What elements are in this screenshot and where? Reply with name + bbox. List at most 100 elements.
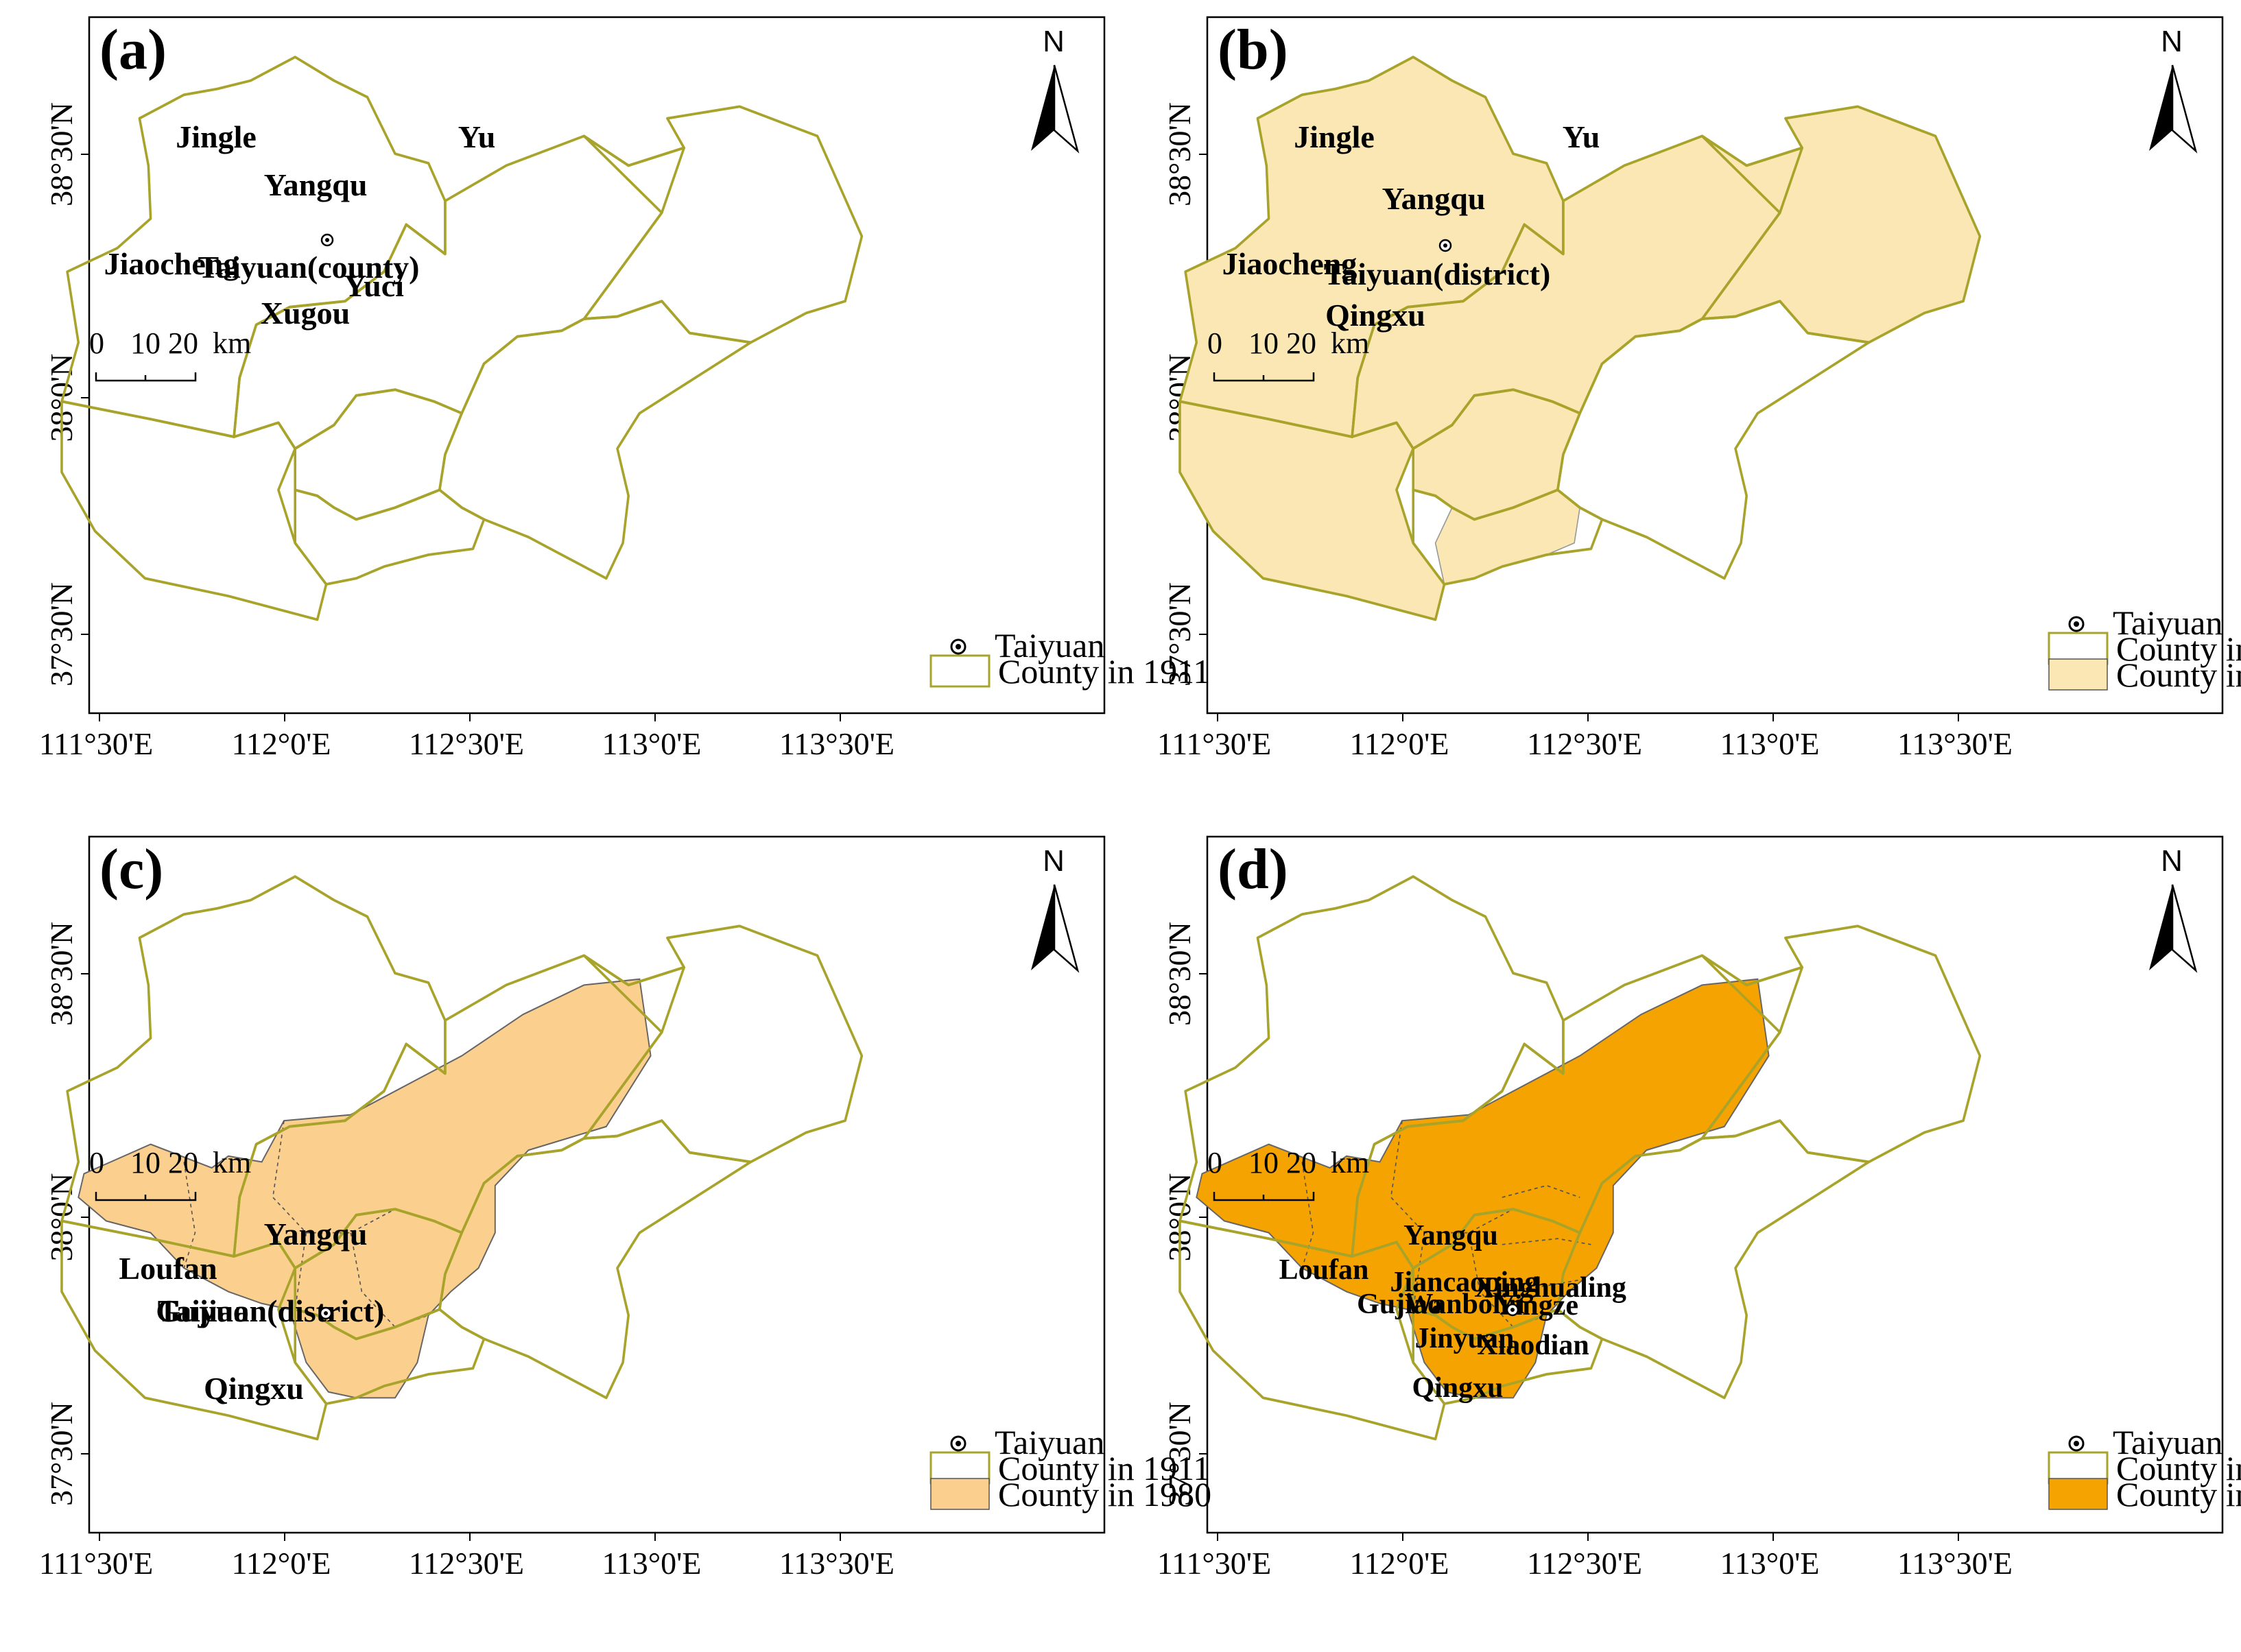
map-svg: 111°30'E 112°0'E 112°30'E 113°0'E 113°30'E 38… (39, 16, 1210, 761)
county-1911-taiyuan-boundary (294, 388, 463, 521)
scale-bar: 0 10 20 km (1207, 1146, 1369, 1201)
scale-tick-label: 10 (1248, 326, 1279, 360)
map-svg: 111°30'E 112°0'E 112°30'E 113°0'E 113°30'E 38… (1157, 16, 2241, 761)
y-tick-label: 38°30'N (1162, 102, 1197, 206)
scale-tick-label: 0 (89, 326, 104, 360)
place-label-yuci: Yuci (344, 268, 404, 303)
scale-tick-label: 0 (89, 1146, 104, 1180)
place-label-qingxu: Qingxu (1412, 1372, 1503, 1404)
x-tick-label: 113°30'E (779, 1546, 894, 1581)
y-tick-label: 38°30'N (1162, 922, 1197, 1026)
legend-label-1911: County in 1911 (2116, 630, 2241, 668)
map-panel-c: 111°30'E 112°0'E 112°30'E 113°0'E 113°30'E 38… (39, 833, 1211, 1581)
place-label-taiyuandistrict: Taiyuan(district) (158, 1293, 385, 1328)
panel-letter: (b) (1218, 18, 1288, 82)
place-label-qingxu: Qingxu (204, 1371, 304, 1406)
county-1980-extent (78, 978, 652, 1399)
legend-label-1911: County in 1911 (2116, 1449, 2241, 1487)
legend-label-1911: County in 1911 (998, 1449, 1210, 1487)
scale-tick-label: 0 (1207, 1146, 1222, 1180)
county-1911-xugou-boundary (294, 488, 486, 586)
place-label-gujiao: Gujiao (1357, 1289, 1442, 1320)
legend-swatch-current (930, 1478, 990, 1510)
north-label: N (2161, 25, 2183, 58)
place-label-yangqu: Yangqu (264, 1217, 368, 1252)
x-tick-label: 112°0'E (231, 726, 331, 761)
scale-tick-label: 20 (1286, 326, 1316, 360)
panel-letter: (c) (99, 837, 163, 901)
district-boundary (1502, 1184, 1580, 1198)
map-panel-a: 111°30'E 112°0'E 112°30'E 113°0'E 113°30'E 38… (39, 14, 1210, 761)
place-label-jingle: Jingle (176, 119, 257, 154)
place-label-jiaocheng: Jiaocheng (1222, 246, 1357, 281)
place-label-yu: Yu (1563, 119, 1600, 154)
place-label-loufan: Loufan (1279, 1254, 1369, 1286)
place-label-wanbolin: Wanbolin (1404, 1289, 1524, 1320)
x-tick-label: 111°30'E (39, 1546, 153, 1581)
x-tick-label: 112°30'E (409, 1546, 524, 1581)
scale-tick-label: 20 (1286, 1146, 1316, 1180)
legend-label-current: County in 1952 (2116, 656, 2241, 694)
place-label-jiancaoping: Jiancaoping (1390, 1267, 1539, 1298)
scale-tick-label: 10 (1248, 1146, 1279, 1180)
x-tick-label: 112°0'E (1349, 726, 1449, 761)
legend-label-taiyuan: Taiyuan (2113, 1423, 2222, 1461)
x-tick-label: 111°30'E (39, 726, 153, 761)
scale-tick-label: 0 (1207, 326, 1222, 360)
legend-swatch-current (2048, 1478, 2108, 1510)
scale-bar: 0 10 20 km (89, 1146, 251, 1201)
panel-letter: (a) (99, 18, 167, 82)
place-label-taiyuancounty: Taiyuan(county) (198, 250, 420, 285)
north-arrow-icon: N (1031, 844, 1080, 973)
map-svg: 111°30'E 112°0'E 112°30'E 113°0'E 113°30'E 38… (1157, 835, 2241, 1581)
map-panel-b: 111°30'E 112°0'E 112°30'E 113°0'E 113°30'E 38… (1157, 14, 2241, 761)
legend-label-taiyuan: Taiyuan (995, 626, 1104, 665)
panel-letter: (d) (1218, 837, 1288, 901)
place-label-yangqu: Yangqu (1382, 181, 1486, 216)
place-label-taiyuandistrict: Taiyuan(district) (1324, 256, 1551, 291)
x-tick-label: 113°0'E (1720, 1546, 1819, 1581)
district-boundary (1502, 1279, 1580, 1293)
x-tick-label: 111°30'E (1157, 726, 1271, 761)
y-tick-label: 37°30'N (44, 1402, 79, 1506)
district-boundary (294, 1232, 307, 1310)
legend-label-taiyuan: Taiyuan (2113, 603, 2222, 642)
x-tick-label: 111°30'E (1157, 1546, 1271, 1581)
y-tick-label: 37°30'N (1162, 582, 1197, 686)
place-label-xinghualing: Xinghualing (1474, 1272, 1626, 1304)
x-tick-label: 113°0'E (602, 1546, 701, 1581)
legend-label-taiyuan: Taiyuan (995, 1423, 1104, 1461)
map-geometry (60, 56, 864, 621)
x-tick-label: 113°30'E (779, 726, 894, 761)
district-boundary (1502, 1238, 1591, 1245)
county-1911-xugou-boundary (294, 1308, 486, 1405)
x-tick-label: 112°0'E (231, 1546, 331, 1581)
district-boundary (272, 1121, 396, 1234)
x-tick-label: 113°0'E (602, 726, 701, 761)
legend-swatch-current (2048, 658, 2108, 691)
north-arrow-icon: N (1031, 25, 1080, 154)
place-label-yangqu: Yangqu (1403, 1220, 1498, 1252)
map-panel-d: 111°30'E 112°0'E 112°30'E 113°0'E 113°30'E 38… (1157, 833, 2241, 1581)
place-label-xugou: Xugou (261, 296, 350, 331)
legend-label-current: County in 2021 (2116, 1475, 2241, 1513)
x-tick-label: 112°30'E (409, 726, 524, 761)
place-label-gujiao: Gujiao (156, 1293, 248, 1328)
x-tick-label: 113°30'E (1897, 726, 2013, 761)
x-tick-label: 112°0'E (1349, 1546, 1449, 1581)
y-tick-label: 38°30'N (44, 102, 79, 206)
district-boundary (1301, 1162, 1314, 1269)
north-arrow-icon: N (2149, 25, 2198, 154)
legend-label-1911: County in 1911 (998, 652, 1210, 691)
legend-swatch-1911 (929, 654, 991, 688)
place-label-yu: Yu (458, 119, 496, 154)
north-label: N (1043, 844, 1065, 878)
x-tick-label: 113°30'E (1897, 1546, 2013, 1581)
place-label-jinyuan: Jinyuan (1415, 1323, 1515, 1354)
x-tick-label: 113°0'E (1720, 726, 1819, 761)
map-geometry (1178, 56, 1982, 621)
county-1911-yuci-boundary (438, 300, 752, 580)
